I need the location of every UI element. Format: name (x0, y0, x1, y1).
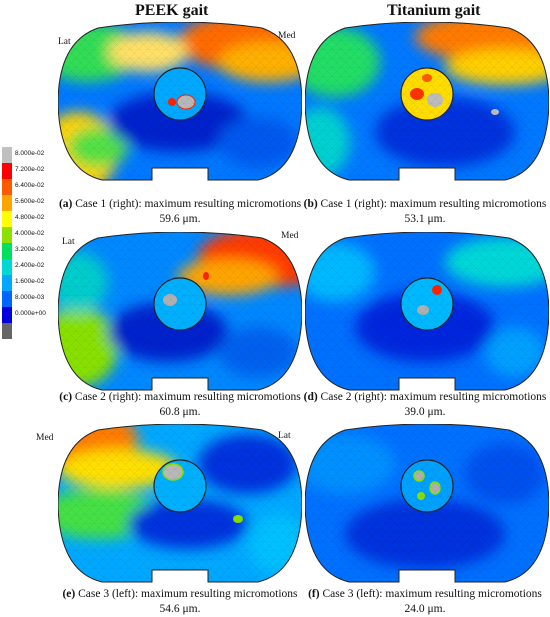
label-lateral: Lat (58, 37, 71, 47)
caption-c: (c) Case 2 (right): maximum resulting mi… (55, 390, 305, 420)
caption-e-text: Case 3 (left): maximum resulting micromo… (75, 588, 298, 615)
titanium-column-title: Titanium gait (387, 2, 481, 19)
legend-label: 4.000e-02 (15, 230, 45, 237)
caption-a-letter: (a) (58, 198, 73, 210)
legend-row: 3.200e-02 (2, 243, 46, 259)
legend-swatch (2, 323, 12, 339)
caption-e: (e) Case 3 (left): maximum resulting mic… (55, 587, 305, 617)
panel-e-peek-case3 (58, 424, 302, 588)
label-lateral: Lat (278, 431, 291, 441)
legend-swatch (2, 179, 12, 195)
legend-row: 5.600e-02 (2, 195, 46, 211)
legend-swatch (2, 275, 12, 291)
caption-d-text: Case 2 (right): maximum resulting microm… (317, 391, 547, 418)
panel-c-peek-case2 (58, 232, 302, 396)
legend-row: 7.200e-02 (2, 163, 46, 179)
legend-label: 0.000e+00 (15, 310, 46, 317)
legend-row: 6.400e-02 (2, 179, 46, 195)
legend-swatch (2, 227, 12, 243)
label-medial: Med (281, 231, 299, 241)
legend-label: 6.400e-02 (15, 182, 45, 189)
legend-swatch (2, 291, 12, 307)
legend-label: 7.200e-02 (15, 166, 45, 173)
caption-b: (b) Case 1 (right): maximum resulting mi… (300, 197, 550, 227)
label-lateral: Lat (62, 237, 75, 247)
legend-swatch (2, 147, 12, 163)
legend-swatch (2, 195, 12, 211)
caption-a-text: Case 1 (right): maximum resulting microm… (72, 198, 302, 225)
legend-label: 1.600e-02 (15, 278, 45, 285)
legend-row: 4.800e-02 (2, 211, 46, 227)
panel-a-peek-case1 (58, 22, 302, 186)
legend-label: 8.000e-02 (15, 150, 45, 157)
legend-label: 8.000e-03 (15, 294, 45, 301)
panel-f-titanium-case3 (305, 424, 549, 588)
caption-b-text: Case 1 (right): maximum resulting microm… (317, 198, 547, 225)
legend-swatch (2, 307, 12, 323)
legend-swatch (2, 211, 12, 227)
caption-c-letter: (c) (59, 391, 73, 403)
caption-b-letter: (b) (303, 198, 318, 210)
caption-d: (d) Case 2 (right): maximum resulting mi… (300, 390, 550, 420)
caption-c-text: Case 2 (right): maximum resulting microm… (72, 391, 301, 418)
panel-b-titanium-case1 (305, 22, 549, 186)
label-medial: Med (36, 433, 54, 443)
caption-d-letter: (d) (303, 391, 318, 403)
legend-swatch (2, 259, 12, 275)
legend-swatch (2, 243, 12, 259)
legend-label: 3.200e-02 (15, 246, 45, 253)
color-legend: 8.000e-02 7.200e-02 6.400e-02 5.600e-02 4.80… (2, 147, 46, 339)
caption-f: (f) Case 3 (left): maximum resulting mic… (300, 587, 550, 617)
label-medial: Med (278, 31, 296, 41)
legend-row: 0.000e+00 (2, 307, 46, 323)
peek-column-title: PEEK gait (135, 2, 209, 19)
legend-row: 2.400e-02 (2, 259, 46, 275)
legend-row: 1.600e-02 (2, 275, 46, 291)
legend-swatch (2, 163, 12, 179)
legend-row (2, 323, 46, 339)
legend-row: 8.000e-03 (2, 291, 46, 307)
caption-f-text: Case 3 (left): maximum resulting micromo… (319, 588, 542, 615)
caption-e-letter: (e) (62, 588, 76, 600)
legend-label: 4.800e-02 (15, 214, 45, 221)
legend-row: 4.000e-02 (2, 227, 46, 243)
caption-a: (a) Case 1 (right): maximum resulting mi… (55, 197, 305, 227)
caption-f-letter: (f) (308, 588, 320, 600)
legend-label: 5.600e-02 (15, 198, 45, 205)
legend-row: 8.000e-02 (2, 147, 46, 163)
panel-d-titanium-case2 (305, 232, 549, 396)
legend-label: 2.400e-02 (15, 262, 45, 269)
